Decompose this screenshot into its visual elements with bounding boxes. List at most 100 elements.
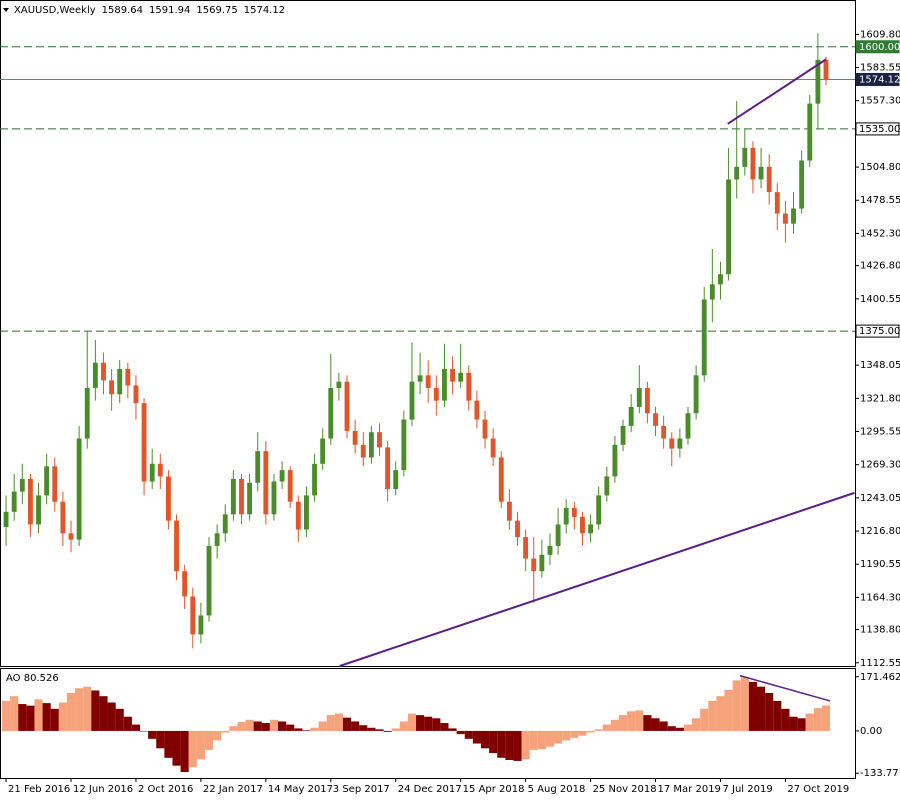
y-tick-label: 1557.30 xyxy=(860,96,900,107)
ao-bar xyxy=(407,713,417,731)
candle-body xyxy=(799,160,805,209)
trendline xyxy=(739,674,831,702)
y-tick-label: 1478.55 xyxy=(860,195,900,206)
candle-body xyxy=(442,369,447,401)
ao-bar xyxy=(391,728,400,731)
ao-bar xyxy=(383,730,392,732)
ao-bar xyxy=(480,730,490,749)
ao-bar xyxy=(196,730,205,760)
candle-body xyxy=(742,147,748,167)
candle-body xyxy=(433,387,439,401)
candle-body xyxy=(263,451,269,515)
ao-bar xyxy=(724,689,733,731)
x-tick-label: 24 Dec 2017 xyxy=(398,784,462,795)
candle-body xyxy=(27,478,33,525)
ao-bar xyxy=(83,686,92,731)
candle-body xyxy=(693,375,699,414)
candle-body xyxy=(76,438,82,540)
candle-body xyxy=(3,511,9,527)
y-tick-label: 1426.80 xyxy=(860,261,900,272)
y-tick-label: 1504.80 xyxy=(860,162,900,173)
ao-bar xyxy=(675,727,684,731)
candle-body xyxy=(466,372,472,401)
chart-title: XAUUSD,Weekly xyxy=(14,5,96,16)
candle-body xyxy=(636,387,642,407)
ao-bar xyxy=(278,721,287,731)
symbol-dropdown-icon[interactable] xyxy=(3,8,9,12)
y-tick-label: -133.771 xyxy=(860,768,900,779)
candle-body xyxy=(198,615,204,635)
ao-bar xyxy=(472,730,481,744)
y-tick-label: 1348.05 xyxy=(860,360,900,371)
ao-bar xyxy=(2,700,11,731)
candle-body xyxy=(239,478,244,515)
ao-bar xyxy=(505,730,514,760)
candle-body xyxy=(750,147,756,180)
ao-bar xyxy=(554,730,563,744)
candle-body xyxy=(450,369,455,382)
candle-body xyxy=(701,299,707,376)
ao-bar xyxy=(578,730,587,736)
candle-body xyxy=(11,491,17,512)
candle-body xyxy=(377,432,382,448)
candle-body xyxy=(255,451,261,483)
y-tick-label: 1190.55 xyxy=(860,559,900,570)
level-label: 1600.00 xyxy=(859,42,900,53)
y-tick-label: 1321.80 xyxy=(860,393,900,404)
ao-bar xyxy=(781,708,790,731)
candle-body xyxy=(498,457,504,502)
candle-body xyxy=(336,381,342,388)
x-tick-label: 3 Sep 2017 xyxy=(333,784,390,795)
candle-body xyxy=(36,495,41,525)
candle-body xyxy=(758,166,764,180)
ao-bar xyxy=(180,730,189,772)
candle-body xyxy=(206,545,212,616)
level-label-box xyxy=(855,40,900,54)
y-tick-label: 1112.55 xyxy=(860,658,900,669)
ao-bar xyxy=(805,713,814,731)
candle-body xyxy=(685,413,691,439)
x-tick-label: 15 Apr 2018 xyxy=(463,784,525,795)
ao-bar xyxy=(50,708,59,731)
ao-bar xyxy=(58,702,67,731)
ao-bar xyxy=(821,705,831,731)
ao-bar xyxy=(570,730,579,738)
y-tick-label: 1164.30 xyxy=(860,592,900,603)
candle-body xyxy=(709,284,715,300)
level-label-box xyxy=(855,72,900,86)
ao-bar xyxy=(367,727,376,731)
y-tick-label: 1452.30 xyxy=(860,228,900,239)
candle-body xyxy=(303,495,309,530)
ao-bar xyxy=(489,730,498,754)
ao-bar xyxy=(797,718,806,731)
candle-body xyxy=(580,516,585,534)
ao-bar xyxy=(635,710,644,731)
x-tick-label: 27 Oct 2019 xyxy=(787,784,849,795)
ao-bar xyxy=(529,730,538,750)
ao-bar xyxy=(716,696,725,731)
y-tick-label: 171.462 xyxy=(860,672,900,683)
ao-bar xyxy=(537,730,546,750)
candle-body xyxy=(661,425,667,439)
ao-bar xyxy=(618,715,628,731)
level-label-box xyxy=(855,122,900,136)
ao-bar xyxy=(131,724,141,731)
candle-body xyxy=(718,274,723,285)
ao-bar xyxy=(448,728,457,731)
candle-body xyxy=(628,406,634,426)
x-tick-label: 14 May 2017 xyxy=(268,784,333,795)
candle-body xyxy=(247,482,253,515)
ao-bar xyxy=(42,703,51,731)
candle-body xyxy=(320,438,326,464)
ao-bar xyxy=(708,700,717,731)
ao-bar xyxy=(521,730,530,760)
ao-bar xyxy=(692,718,701,731)
ao-title: AO 80.526 xyxy=(6,673,59,684)
candle-body xyxy=(766,166,772,193)
candle-body xyxy=(174,520,179,572)
ao-bar xyxy=(756,686,766,731)
ao-bar xyxy=(359,725,368,731)
candle-body xyxy=(385,447,391,490)
ao-bar xyxy=(659,721,668,731)
ao-bar xyxy=(789,716,798,731)
